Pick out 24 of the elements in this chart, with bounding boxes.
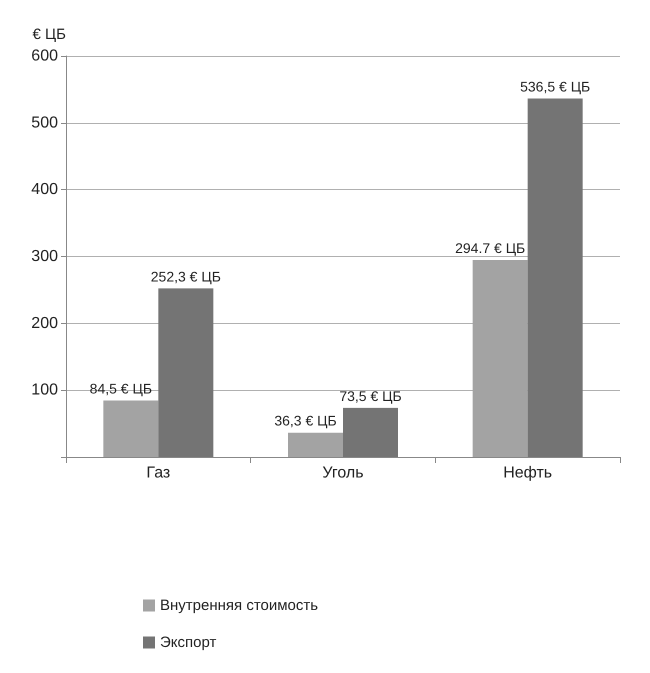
- bar: [288, 432, 343, 457]
- data-label: 252,3 € ЦБ: [150, 268, 221, 284]
- x-tick-label: Уголь: [322, 464, 364, 482]
- y-tick-label: 200: [31, 314, 58, 332]
- bar: [528, 98, 583, 457]
- bar: [472, 260, 528, 457]
- x-tick-label: Газ: [146, 464, 170, 482]
- bar: [343, 408, 398, 457]
- bar: [103, 400, 158, 457]
- y-tick-label: 500: [31, 114, 58, 132]
- y-axis-title: € ЦБ: [32, 26, 66, 43]
- y-tick-label: 300: [31, 248, 58, 265]
- data-label: 73,5 € ЦБ: [339, 388, 402, 404]
- x-tick-label: Нефть: [503, 464, 552, 482]
- data-label: 536,5 € ЦБ: [520, 78, 590, 94]
- y-tick-label: 600: [31, 48, 58, 64]
- y-tick-label: 400: [31, 181, 58, 198]
- data-label: 36,3 € ЦБ: [274, 412, 337, 429]
- legend-label: Внутренняя стоимость: [160, 597, 318, 614]
- bar: [158, 288, 214, 457]
- data-label: 84,5 € ЦБ: [90, 380, 152, 397]
- y-tick-label: 100: [31, 382, 58, 399]
- data-label: 294.7 € ЦБ: [455, 240, 526, 256]
- legend-label: Экспорт: [160, 634, 216, 651]
